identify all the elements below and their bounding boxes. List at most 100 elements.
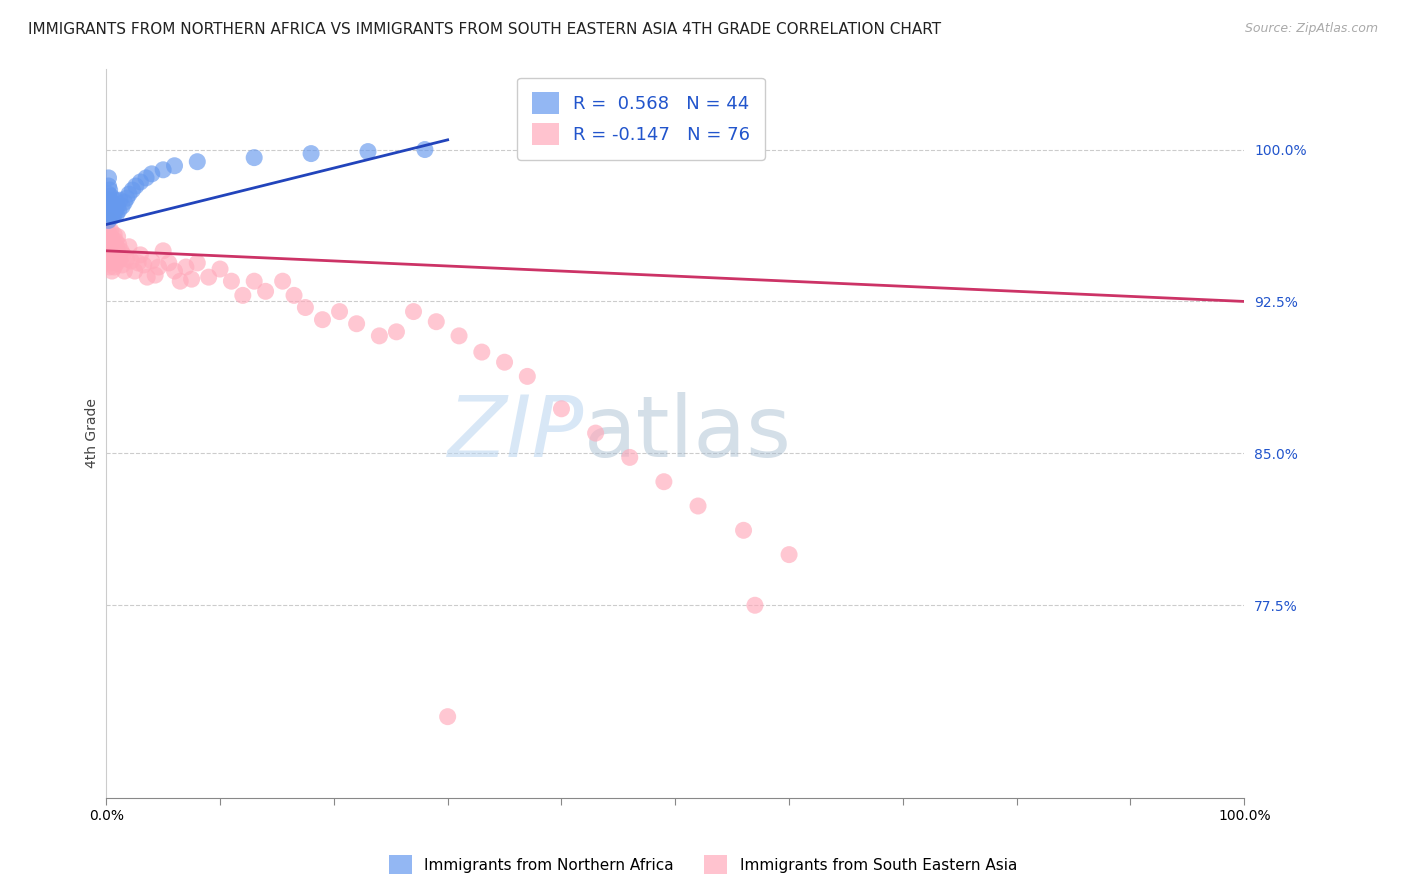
Point [101, 210, 124, 224]
Point [107, 203, 129, 218]
Point [346, 317, 368, 331]
Point [221, 274, 243, 288]
Point [652, 475, 675, 489]
Point [118, 187, 141, 202]
Point [101, 201, 124, 215]
Point [550, 401, 572, 416]
Point [97, 213, 120, 227]
Point [101, 237, 124, 252]
Point [436, 709, 458, 723]
Point [311, 312, 333, 326]
Point [108, 252, 131, 266]
Point [328, 304, 350, 318]
Point [98, 193, 121, 207]
Point [108, 193, 131, 207]
Point [114, 195, 136, 210]
Text: Source: ZipAtlas.com: Source: ZipAtlas.com [1244, 22, 1378, 36]
Point [778, 548, 800, 562]
Point [143, 268, 166, 282]
Point [471, 345, 494, 359]
Point [107, 237, 129, 252]
Point [163, 159, 186, 173]
Point [104, 234, 127, 248]
Point [209, 262, 232, 277]
Point [97, 170, 120, 185]
Point [110, 244, 132, 258]
Point [197, 270, 219, 285]
Point [96, 193, 118, 207]
Point [413, 143, 436, 157]
Point [402, 304, 425, 318]
Point [105, 256, 128, 270]
Point [103, 244, 125, 258]
Point [107, 245, 129, 260]
Point [447, 329, 470, 343]
Point [180, 272, 202, 286]
Point [97, 234, 120, 248]
Point [294, 301, 316, 315]
Point [115, 252, 138, 266]
Point [243, 151, 266, 165]
Point [111, 199, 134, 213]
Y-axis label: 4th Grade: 4th Grade [86, 398, 100, 468]
Point [141, 254, 163, 268]
Point [96, 207, 118, 221]
Point [97, 187, 120, 202]
Point [104, 203, 127, 218]
Point [100, 256, 122, 270]
Point [385, 325, 408, 339]
Point [98, 183, 121, 197]
Point [425, 315, 447, 329]
Point [148, 260, 170, 274]
Point [585, 426, 607, 441]
Point [368, 329, 391, 343]
Point [120, 254, 142, 268]
Point [121, 183, 143, 197]
Point [103, 260, 125, 274]
Point [103, 227, 125, 242]
Point [136, 270, 159, 285]
Point [96, 237, 118, 252]
Point [744, 599, 766, 613]
Point [105, 207, 128, 221]
Point [96, 199, 118, 213]
Point [98, 260, 121, 274]
Point [152, 244, 174, 258]
Point [101, 203, 124, 218]
Point [169, 274, 191, 288]
Point [104, 193, 127, 207]
Point [97, 203, 120, 218]
Point [254, 285, 277, 299]
Point [152, 162, 174, 177]
Point [516, 369, 538, 384]
Point [299, 146, 322, 161]
Point [101, 254, 124, 268]
Point [105, 240, 128, 254]
Point [96, 223, 118, 237]
Point [101, 264, 124, 278]
Point [186, 256, 208, 270]
Point [97, 250, 120, 264]
Point [125, 179, 148, 194]
Point [129, 248, 152, 262]
Point [98, 199, 121, 213]
Point [357, 145, 380, 159]
Point [129, 175, 152, 189]
Point [100, 240, 122, 254]
Point [141, 167, 163, 181]
Point [101, 232, 124, 246]
Point [97, 179, 120, 194]
Point [118, 240, 141, 254]
Point [101, 195, 124, 210]
Point [733, 524, 755, 538]
Point [112, 248, 135, 262]
Point [100, 199, 122, 213]
Point [107, 199, 129, 213]
Point [135, 170, 157, 185]
Point [98, 227, 121, 242]
Point [132, 258, 155, 272]
Point [101, 207, 124, 221]
Point [283, 288, 305, 302]
Point [124, 264, 146, 278]
Text: ZIP: ZIP [449, 392, 585, 475]
